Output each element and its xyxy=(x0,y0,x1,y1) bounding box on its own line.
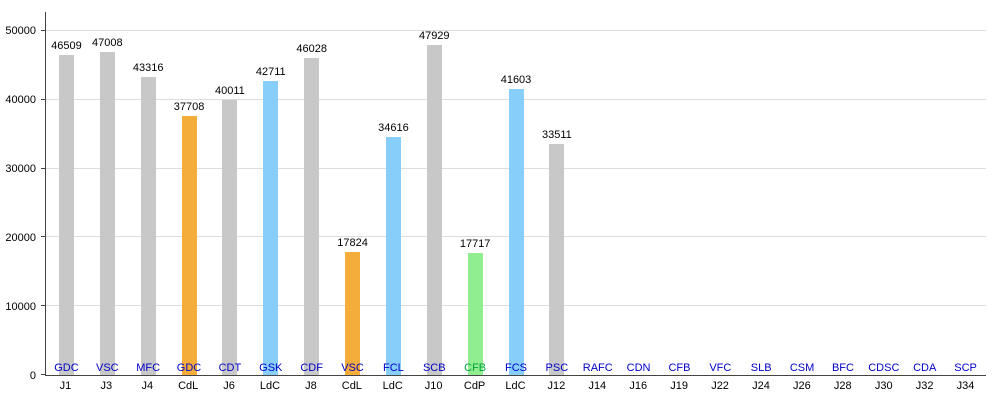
value-label-GSK: 42711 xyxy=(255,66,286,79)
bar-LdC-FCL xyxy=(385,136,401,375)
opponent-code-SCB: SCB xyxy=(422,362,446,374)
y-tick-20000 xyxy=(41,236,46,238)
matchday-label-J10: J10 xyxy=(424,380,443,392)
matchday-label-CdL: CdL xyxy=(178,380,199,392)
opponent-code-GDC: GDC xyxy=(176,362,202,374)
opponent-code-GDC: GDC xyxy=(54,362,79,374)
value-label-SCB: 47929 xyxy=(418,30,450,43)
value-label-MFC: 43316 xyxy=(132,61,164,74)
matchday-label-J14: J14 xyxy=(588,380,607,392)
opponent-code-PSC: PSC xyxy=(545,362,569,374)
matchday-label-J16: J16 xyxy=(629,380,648,392)
value-label-FCS: 41603 xyxy=(500,73,532,86)
opponent-code-CFB: CFB xyxy=(668,362,691,374)
y-tick-50000 xyxy=(41,29,46,31)
opponent-code-GSK: GSK xyxy=(259,362,283,374)
bar-J3-VSC xyxy=(99,51,115,375)
bar-CdL-VSC xyxy=(345,252,361,375)
opponent-code-FCL: FCL xyxy=(383,362,404,374)
value-label-CFB: 17717 xyxy=(459,238,491,251)
value-label-PSC: 33511 xyxy=(541,129,572,142)
matchday-label-CdL: CdL xyxy=(341,380,362,392)
opponent-code-CSM: CSM xyxy=(789,362,815,374)
y-tick-label-40000: 40000 xyxy=(5,93,36,106)
value-label-GDC: 46509 xyxy=(51,39,82,52)
matchday-label-J26: J26 xyxy=(793,380,811,392)
opponent-code-VSC: VSC xyxy=(341,362,364,374)
matchday-label-J8: J8 xyxy=(305,380,317,392)
matchday-label-J28: J28 xyxy=(833,380,852,392)
opponent-code-CDT: CDT xyxy=(218,362,242,374)
y-tick-label-10000: 10000 xyxy=(5,301,36,313)
value-label-VSC: 17824 xyxy=(337,237,368,250)
opponent-code-FCS: FCS xyxy=(505,362,527,374)
y-tick-0 xyxy=(41,374,46,375)
value-label-FCL: 34616 xyxy=(378,121,409,134)
opponent-code-SLB: SLB xyxy=(750,362,772,374)
matchday-label-J22: J22 xyxy=(711,380,729,392)
y-tick-label-0: 0 xyxy=(29,370,36,382)
opponent-code-CFB: CFB xyxy=(464,362,487,374)
matchday-label-LdC: LdC xyxy=(382,380,403,392)
y-tick-label-20000: 20000 xyxy=(5,232,36,244)
value-label-GDC: 37708 xyxy=(173,100,205,113)
value-label-CDF: 46028 xyxy=(296,43,327,56)
matchday-label-LdC: LdC xyxy=(505,380,526,392)
matchday-label-J12: J12 xyxy=(547,380,566,392)
value-label-CDT: 40011 xyxy=(215,84,245,97)
value-label-VSC: 47008 xyxy=(92,36,123,49)
opponent-code-RAFC: RAFC xyxy=(582,362,613,374)
y-axis-labels: 0 10000 20000 30000 40000 50000 xyxy=(0,12,40,382)
y-tick-30000 xyxy=(41,167,46,169)
bar-J12-PSC xyxy=(549,144,565,375)
plot-area: 46509 GDC 47008 VSC 43316 MFC 37708 GDC 40011 CDT… xyxy=(41,12,986,376)
matchday-label-J34: J34 xyxy=(956,380,975,392)
bar-J10-SCB xyxy=(426,45,442,375)
y-tick-label-50000: 50000 xyxy=(5,24,36,37)
matchday-label-J30: J30 xyxy=(874,380,893,392)
matchday-label-J3: J3 xyxy=(100,380,113,392)
matchday-label-J32: J32 xyxy=(915,380,934,392)
bar-LdC-FCS xyxy=(508,88,524,375)
bar-CdL-GDC xyxy=(181,115,197,375)
opponent-code-MFC: MFC xyxy=(136,362,161,374)
bar-CdP-CFB xyxy=(467,253,483,375)
matchday-label-J1: J1 xyxy=(59,380,72,392)
opponent-code-CDSC: CDSC xyxy=(868,362,900,374)
matchday-label-J6: J6 xyxy=(223,380,235,392)
opponent-code-CDF: CDF xyxy=(300,362,323,374)
matchday-label-J19: J19 xyxy=(670,380,689,392)
x-axis-labels: J1 J3 J4 CdL J6 LdC J8 CdL LdC J10 CdP LdC J12 J14 J16… xyxy=(45,377,986,400)
bar-J6-CDT xyxy=(222,99,238,375)
y-tick-40000 xyxy=(41,98,46,100)
matchday-label-LdC: LdC xyxy=(259,380,281,392)
opponent-code-BFC: BFC xyxy=(831,362,854,374)
bar-J8-CDF xyxy=(304,58,320,375)
opponent-code-VFC: VFC xyxy=(709,362,732,374)
bar-LdC-GSK xyxy=(263,81,279,375)
opponent-code-CDN: CDN xyxy=(626,362,651,374)
y-tick-10000 xyxy=(41,305,46,307)
opponent-code-SCP: SCP xyxy=(954,362,977,374)
bar-J1-GDC xyxy=(58,54,74,375)
gridline-50000 xyxy=(46,29,986,31)
matchday-label-CdP: CdP xyxy=(463,380,486,392)
y-tick-label-30000: 30000 xyxy=(5,163,36,175)
matchday-label-J4: J4 xyxy=(141,380,154,392)
opponent-code-CDA: CDA xyxy=(913,362,937,374)
opponent-code-VSC: VSC xyxy=(95,362,119,374)
bar-J4-MFC xyxy=(140,76,156,375)
matchday-label-J24: J24 xyxy=(752,380,770,392)
